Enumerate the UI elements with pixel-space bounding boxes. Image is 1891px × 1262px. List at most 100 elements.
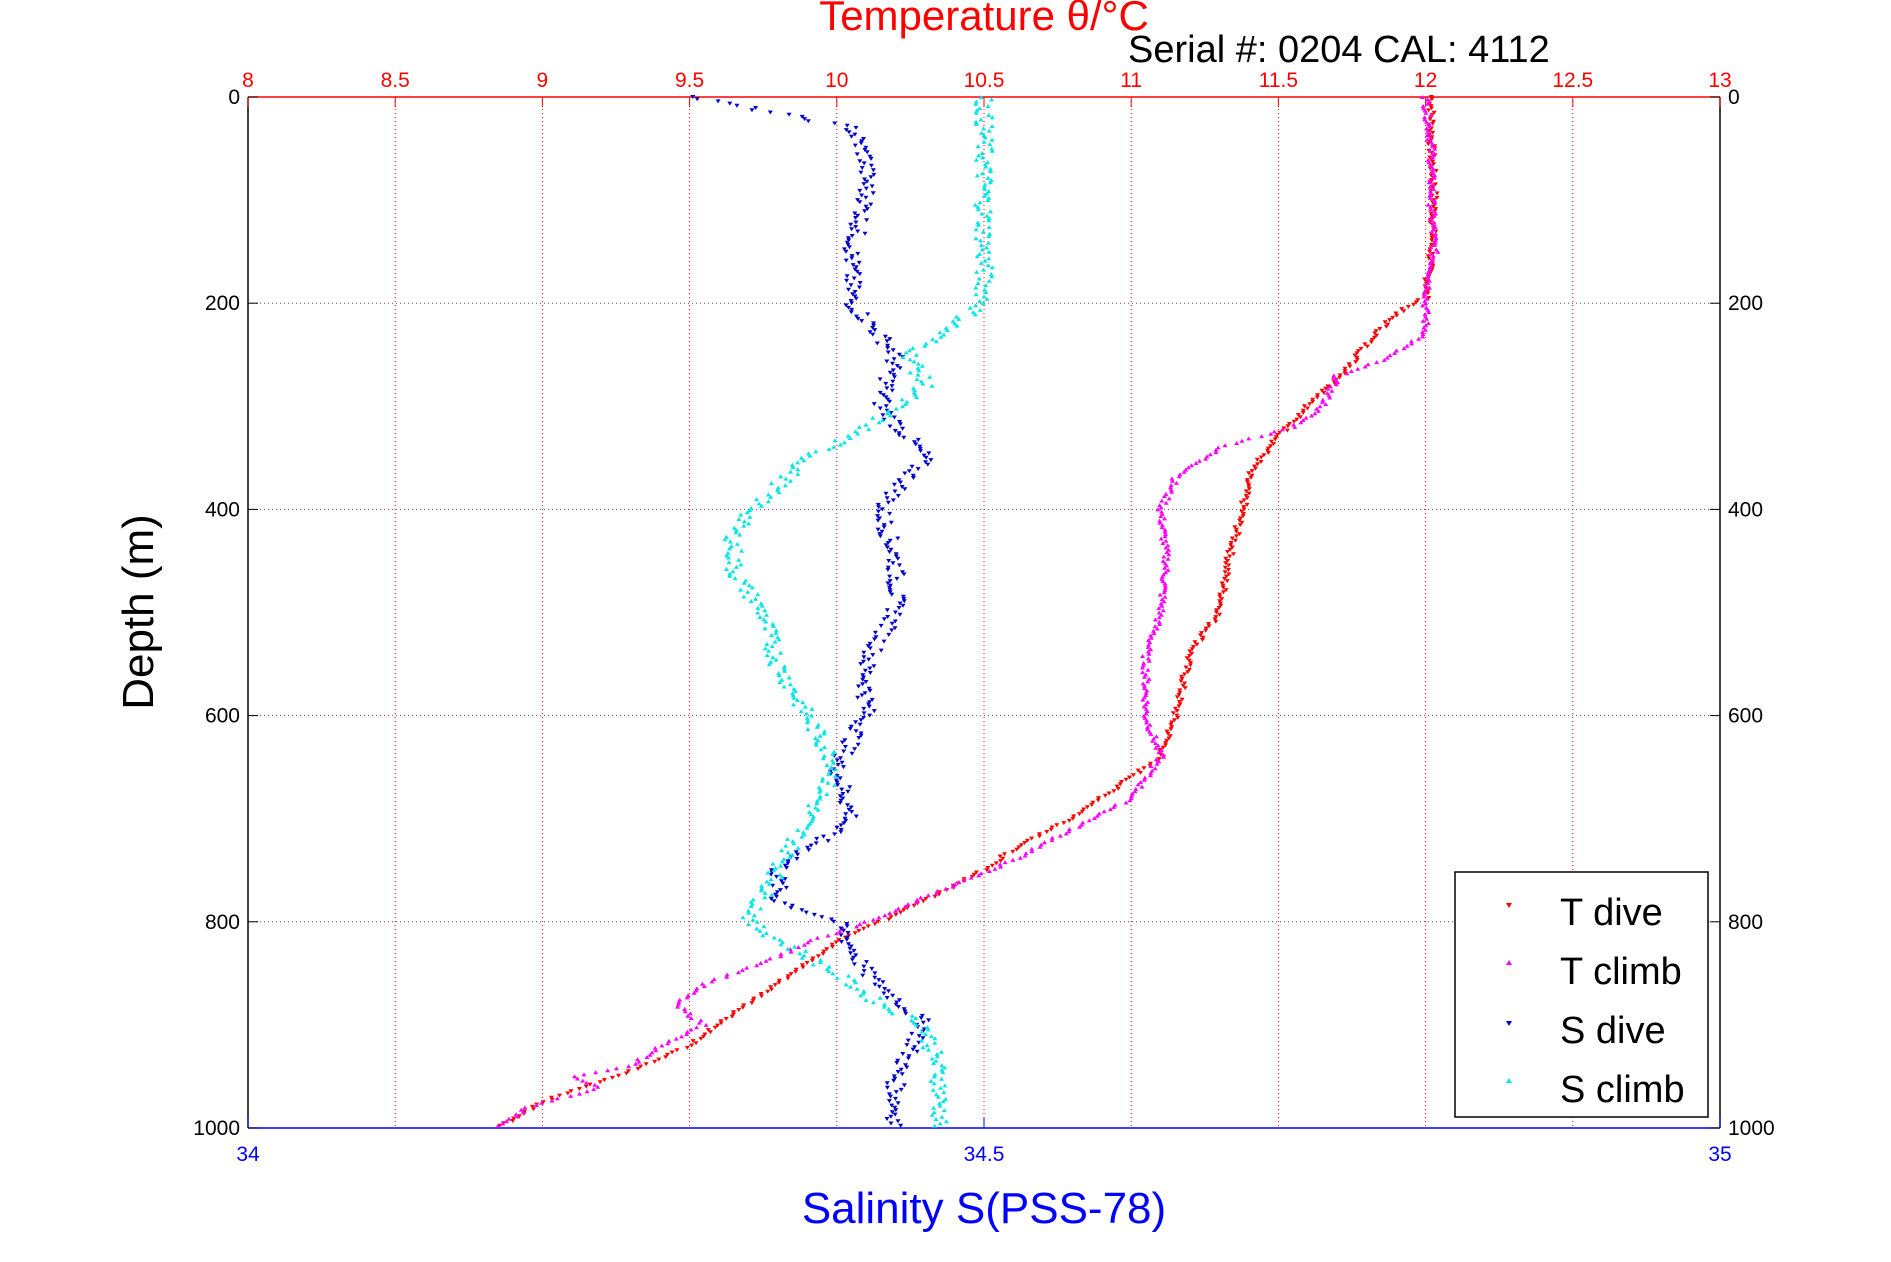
- data-point: [858, 662, 864, 667]
- data-point: [882, 987, 888, 991]
- data-point: [763, 619, 769, 624]
- data-point: [584, 1089, 590, 1094]
- data-point: [814, 935, 820, 940]
- data-point: [540, 1100, 546, 1105]
- data-point: [989, 863, 995, 868]
- data-point: [1048, 827, 1054, 832]
- data-point: [857, 281, 863, 285]
- data-point: [820, 951, 826, 956]
- data-point: [1426, 296, 1432, 300]
- data-point: [1144, 688, 1150, 693]
- data-point: [1176, 474, 1182, 479]
- data-point: [638, 1064, 644, 1069]
- data-point: [1222, 565, 1228, 570]
- data-point: [881, 991, 887, 996]
- data-point: [1237, 518, 1242, 523]
- data-point: [794, 697, 800, 702]
- data-point: [988, 177, 994, 182]
- data-point: [986, 278, 992, 283]
- series-layer: [495, 95, 1441, 1128]
- data-point: [1141, 695, 1147, 700]
- data-point: [886, 989, 891, 994]
- data-point: [1066, 818, 1072, 823]
- legend-label-s-climb: S climb: [1560, 1069, 1685, 1111]
- data-point: [1227, 554, 1233, 559]
- data-point: [773, 866, 779, 870]
- data-point: [986, 218, 992, 223]
- data-point: [976, 153, 982, 158]
- data-point: [1374, 360, 1380, 365]
- data-point: [741, 523, 747, 528]
- data-point: [1427, 124, 1433, 129]
- data-point: [1140, 670, 1146, 675]
- data-point: [734, 541, 740, 546]
- data-point: [1423, 323, 1429, 328]
- data-point: [783, 843, 789, 848]
- tick-label-depth-left: 0: [228, 86, 240, 109]
- data-point: [1431, 213, 1437, 218]
- data-point: [1307, 402, 1313, 407]
- data-point: [1420, 334, 1426, 339]
- data-point: [833, 778, 839, 783]
- data-point: [750, 917, 756, 922]
- data-point: [973, 870, 979, 875]
- data-point: [818, 957, 824, 962]
- data-point: [1184, 656, 1190, 661]
- data-point: [1119, 780, 1124, 784]
- data-point: [1430, 155, 1436, 160]
- data-point: [804, 825, 810, 830]
- data-point: [801, 458, 807, 463]
- data-point: [758, 888, 764, 893]
- data-point: [840, 792, 846, 796]
- data-point: [1426, 108, 1431, 113]
- data-point: [845, 242, 851, 247]
- data-point: [763, 958, 769, 963]
- data-point: [913, 442, 919, 447]
- data-point: [857, 188, 863, 193]
- data-point: [925, 462, 931, 467]
- data-point: [857, 200, 863, 205]
- data-point: [845, 803, 850, 808]
- data-point: [1176, 693, 1182, 697]
- data-point: [1162, 516, 1168, 521]
- data-point: [1421, 294, 1427, 299]
- data-point: [866, 704, 872, 709]
- data-point: [780, 881, 786, 886]
- data-point: [1163, 500, 1169, 505]
- data-point: [891, 372, 897, 377]
- data-point: [864, 179, 870, 184]
- data-point: [863, 186, 869, 191]
- data-point: [733, 528, 739, 532]
- data-point: [896, 478, 902, 483]
- data-point: [1324, 391, 1330, 395]
- data-point: [1432, 200, 1438, 205]
- data-point: [882, 913, 888, 918]
- data-point: [897, 601, 903, 606]
- data-point: [841, 440, 847, 445]
- data-point: [727, 573, 733, 578]
- data-point: [722, 537, 728, 542]
- data-point: [510, 1119, 516, 1123]
- data-point: [1181, 469, 1187, 474]
- data-point: [884, 1081, 890, 1086]
- data-point: [688, 1027, 694, 1032]
- data-point: [887, 511, 893, 516]
- data-point: [663, 1055, 669, 1060]
- data-point: [894, 576, 900, 581]
- data-point: [1422, 290, 1427, 294]
- data-point: [892, 1076, 898, 1081]
- data-point: [815, 738, 821, 743]
- data-point: [774, 890, 780, 895]
- data-point: [1416, 336, 1422, 341]
- data-point: [893, 912, 899, 917]
- data-point: [807, 938, 813, 943]
- data-point: [849, 307, 855, 312]
- data-point: [1245, 480, 1250, 485]
- data-point: [1392, 350, 1398, 355]
- data-point: [831, 444, 837, 449]
- data-point: [935, 1094, 941, 1099]
- data-point: [789, 852, 795, 857]
- data-point: [834, 975, 840, 980]
- data-point: [1393, 311, 1399, 316]
- data-point: [687, 1011, 693, 1016]
